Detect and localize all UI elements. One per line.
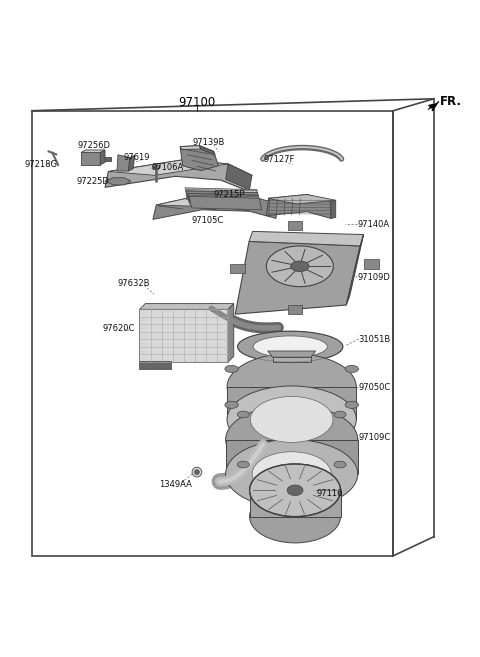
Polygon shape [268,351,316,357]
Polygon shape [331,200,336,218]
Polygon shape [100,150,105,165]
Ellipse shape [238,331,343,362]
Polygon shape [140,304,234,309]
Text: 97109C: 97109C [359,433,391,442]
Polygon shape [228,304,234,362]
Text: 97116: 97116 [317,489,343,498]
Text: 97620C: 97620C [103,325,135,334]
Polygon shape [235,241,360,314]
Ellipse shape [225,365,238,373]
Text: 31051B: 31051B [359,334,391,344]
Polygon shape [117,155,130,171]
Text: 97109D: 97109D [357,273,390,282]
Polygon shape [226,440,358,474]
Polygon shape [180,146,201,150]
Ellipse shape [345,401,359,409]
Polygon shape [226,164,252,190]
Ellipse shape [225,401,238,409]
Polygon shape [185,188,259,201]
Polygon shape [273,357,311,362]
Polygon shape [346,235,364,305]
Ellipse shape [252,452,331,496]
Polygon shape [249,231,364,246]
Polygon shape [227,387,356,419]
Ellipse shape [237,461,249,468]
Polygon shape [288,221,302,231]
Text: 97100: 97100 [178,96,216,109]
Text: 97225D: 97225D [77,177,109,185]
Text: 97140A: 97140A [357,219,389,229]
Polygon shape [364,259,379,269]
Polygon shape [153,194,278,219]
Polygon shape [266,194,331,218]
Polygon shape [105,160,252,190]
Text: 97050C: 97050C [359,383,391,392]
Polygon shape [129,155,135,171]
Text: 97106A: 97106A [151,163,183,172]
Polygon shape [105,178,131,185]
Text: FR.: FR. [440,95,462,108]
Ellipse shape [287,485,303,495]
Text: 97105C: 97105C [192,216,224,225]
Text: 97218G: 97218G [25,160,58,169]
Ellipse shape [226,405,358,474]
Text: 97215P: 97215P [214,191,245,200]
Ellipse shape [227,386,356,453]
Ellipse shape [334,411,346,418]
Ellipse shape [345,365,359,373]
Polygon shape [199,146,215,155]
Ellipse shape [266,246,333,286]
Polygon shape [108,160,228,175]
Polygon shape [81,152,100,165]
Polygon shape [186,191,260,204]
Polygon shape [152,166,160,169]
Text: 97127F: 97127F [264,155,295,164]
Polygon shape [188,194,261,207]
Polygon shape [250,490,340,516]
Ellipse shape [237,411,249,418]
Polygon shape [32,111,393,556]
Text: 1349AA: 1349AA [159,480,192,489]
Ellipse shape [250,464,340,516]
Polygon shape [81,150,105,152]
Ellipse shape [250,490,340,543]
Text: 97256D: 97256D [78,141,110,150]
Polygon shape [140,309,228,362]
Polygon shape [288,305,302,314]
Circle shape [194,470,199,474]
Polygon shape [230,264,245,273]
Circle shape [192,467,202,477]
Polygon shape [189,196,262,210]
Polygon shape [156,194,250,206]
Polygon shape [180,146,218,171]
Text: 97632B: 97632B [118,279,150,288]
Ellipse shape [227,353,356,420]
Ellipse shape [253,336,327,357]
Ellipse shape [251,396,333,442]
Text: 97619: 97619 [124,152,150,162]
Polygon shape [268,194,336,204]
Ellipse shape [226,440,358,509]
Ellipse shape [291,261,309,271]
Ellipse shape [334,461,346,468]
Polygon shape [105,156,111,160]
Text: 97139B: 97139B [192,138,225,147]
Polygon shape [428,101,439,110]
